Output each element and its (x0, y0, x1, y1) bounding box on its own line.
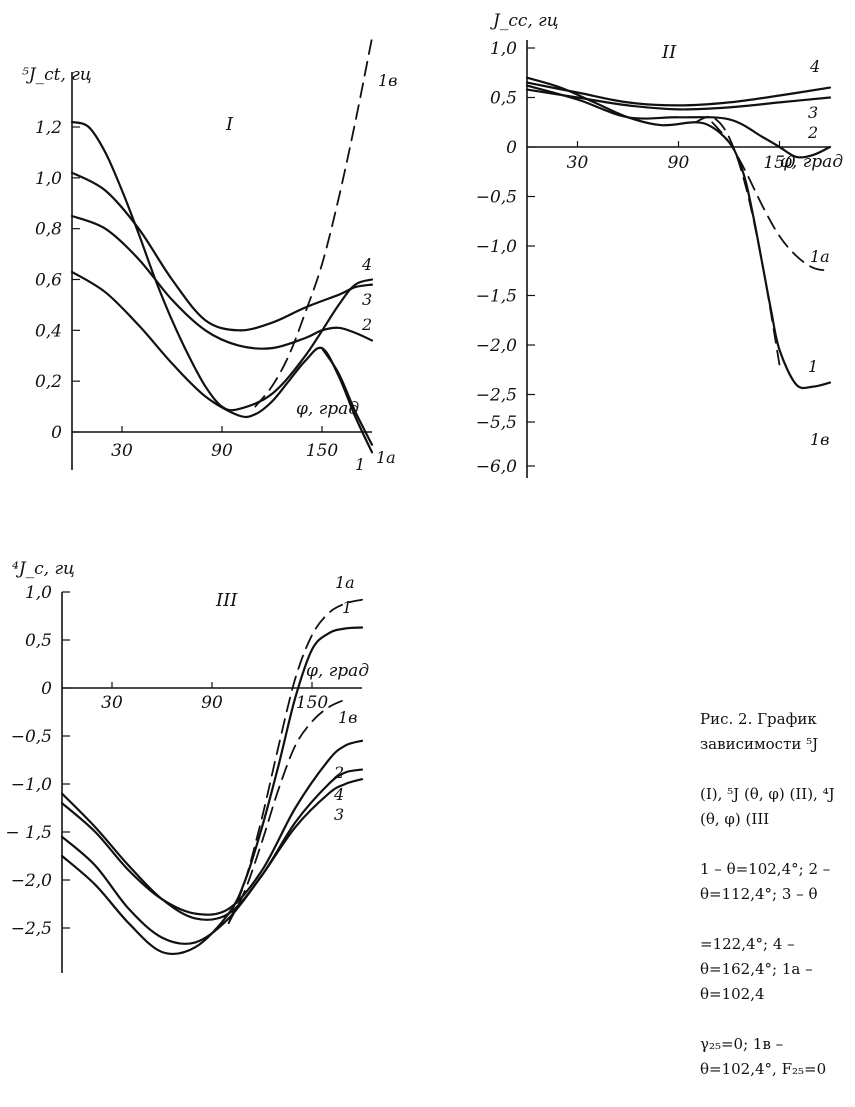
series-line-1a (711, 121, 831, 272)
series-line-2 (70, 214, 374, 350)
y-tick-label: 1,0 (25, 583, 52, 603)
series-line-1a (227, 598, 363, 925)
series-line-4 (60, 768, 364, 921)
y-tick-label: −5,5 (476, 413, 517, 433)
y-tick-label: −0,5 (11, 727, 52, 747)
series-label-1в: 1в (810, 430, 830, 449)
y-tick-label: 0,5 (490, 89, 517, 109)
y-tick-label: 0 (506, 138, 517, 158)
y-tick-label: 1,2 (35, 118, 62, 138)
x-tick-label: 150 (306, 441, 339, 461)
y-tick-label: −2,0 (476, 336, 517, 356)
series-line-1в (227, 698, 347, 925)
y-tick-label: 0,5 (25, 631, 52, 651)
y-tick-label: − 1,5 (5, 823, 52, 843)
series-line-4 (70, 120, 374, 412)
series-line-2 (60, 739, 364, 916)
series-label-4: 4 (809, 57, 820, 76)
y-tick-label: 0,4 (35, 321, 62, 341)
caption-line-1: Рис. 2. График зависимости ⁵J (700, 710, 819, 753)
y-tick-label: 1,0 (490, 39, 517, 59)
series-label-4: 4 (361, 255, 372, 274)
series-label-1a: 1a (376, 448, 396, 467)
y-axis-label: ⁴J_c, гц (12, 559, 75, 579)
caption-line-5: γ₂₅=0; 1в – θ=102,4°, F₂₅=0 (700, 1035, 827, 1078)
y-tick-label: 0,6 (35, 271, 62, 291)
series-line-1 (525, 76, 832, 390)
series-line-2 (525, 84, 832, 159)
series-label-4: 4 (333, 785, 344, 804)
series-label-3: 3 (334, 805, 344, 824)
y-tick-label: 0,8 (35, 220, 62, 240)
y-tick-label: −1,5 (476, 287, 517, 307)
y-axis-label: ⁵J_ct, гц (22, 65, 92, 85)
panel-I: 0 0,2 0,4 0,6 0,8 1,0 1,2 30 90 150 ⁵J_ct, гц φ, гр… (22, 37, 398, 474)
panel-roman-label: II (661, 42, 677, 63)
x-tick-label: 30 (567, 153, 589, 173)
series-label-1в: 1в (378, 71, 398, 90)
series-label-2: 2 (807, 123, 818, 142)
y-tick-label: −1,0 (11, 775, 52, 795)
y-tick-label: 1,0 (35, 169, 62, 189)
x-tick-label: 90 (211, 441, 233, 461)
series-line-3 (525, 88, 832, 111)
series-label-3: 3 (808, 103, 818, 122)
series-line-3 (70, 171, 374, 332)
y-axis-label: J_cc, гц (490, 11, 559, 31)
caption-line-4: =122,4°; 4 – θ=162,4°; 1a – θ=102,4 (700, 935, 813, 1003)
x-tick-label: 150 (763, 153, 796, 173)
y-tick-label: −2,0 (11, 871, 52, 891)
caption-line-2: (I), ⁵J (θ, φ) (II), ⁴J (θ, φ) (III (700, 785, 835, 828)
x-tick-label: 150 (296, 693, 329, 713)
series-label-2: 2 (361, 315, 372, 334)
y-tick-label: 0 (41, 679, 52, 699)
series-label-1a: 1a (810, 247, 830, 266)
panel-III: 1,0 0,5 0 −0,5 −1,0 − 1,5 −2,0 −2,5 30 90 150 ⁴J_c,… (5, 559, 369, 973)
panel-II: 1,0 0,5 0 −0,5 −1,0 −1,5 −2,0 −2,5 −5,5 −6,0 30 90 1… (476, 11, 843, 478)
x-tick-label: 30 (111, 441, 133, 461)
y-tick-label: 0 (51, 423, 62, 443)
series-label-1: 1 (808, 357, 818, 376)
series-line-4 (525, 81, 832, 107)
y-tick-label: −1,0 (476, 237, 517, 257)
y-tick-label: −0,5 (476, 188, 517, 208)
panel-roman-label: I (225, 114, 234, 135)
y-tick-label: 0,2 (35, 372, 62, 392)
series-line-3 (60, 778, 364, 945)
y-tick-label: −2,5 (11, 919, 52, 939)
y-tick-label: −2,5 (476, 386, 517, 406)
figure-caption: Рис. 2. График зависимости ⁵J (I), ⁵J (θ… (700, 682, 850, 1107)
series-label-1: 1 (355, 455, 365, 474)
series-line-1 (60, 626, 364, 956)
series-label-1a: 1a (335, 573, 355, 592)
series-label-1в: 1в (338, 708, 358, 727)
x-tick-label: 90 (201, 693, 223, 713)
y-tick-label: −6,0 (476, 457, 517, 477)
x-axis-label: φ, град (296, 399, 359, 419)
caption-line-3: 1 – θ=102,4°; 2 – θ=112,4°; 3 – θ (700, 860, 831, 903)
series-label-3: 3 (362, 290, 372, 309)
series-label-1: 1 (342, 598, 352, 617)
x-axis-label: φ, град (306, 661, 369, 681)
series-label-2: 2 (333, 763, 344, 782)
series-line-1в (254, 37, 373, 408)
panel-roman-label: III (215, 590, 238, 611)
x-tick-label: 90 (668, 153, 690, 173)
series-line-1в (694, 115, 781, 366)
series-line-1a (320, 347, 374, 446)
x-tick-label: 30 (101, 693, 123, 713)
